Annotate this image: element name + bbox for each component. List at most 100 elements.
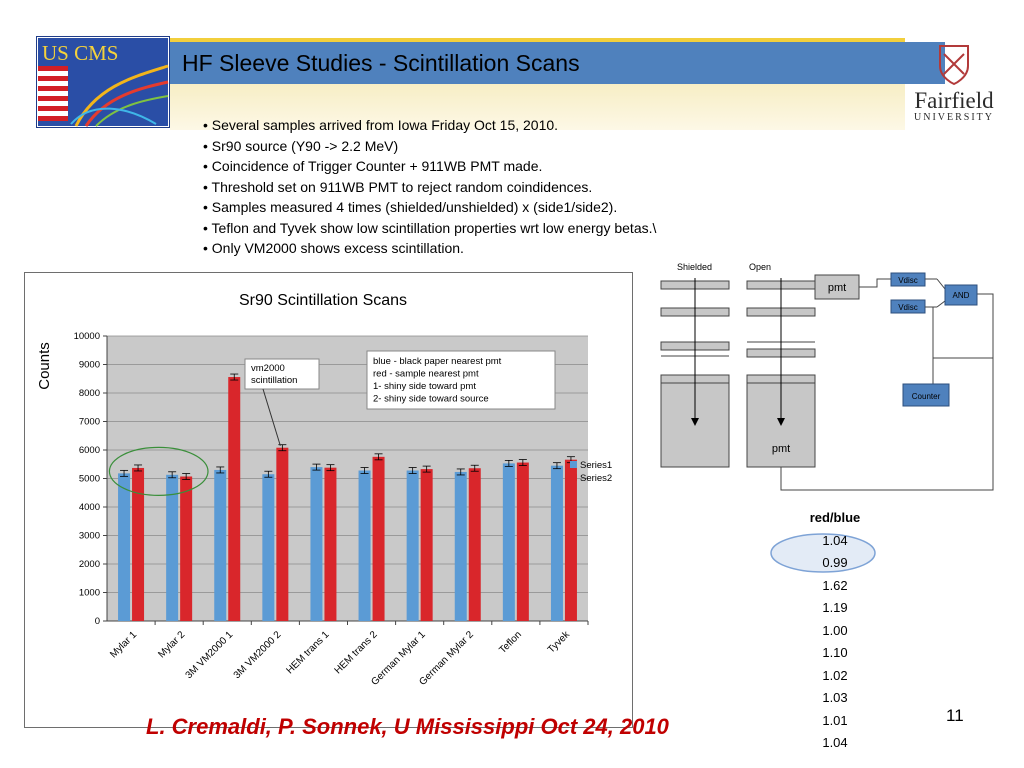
- ratio-value: 1.02: [822, 668, 848, 683]
- bar-series1: [358, 470, 371, 621]
- chart-y-label: Counts: [36, 342, 53, 390]
- bar-series1: [406, 470, 419, 621]
- bar-series2: [372, 456, 385, 621]
- bar-series1: [166, 474, 179, 621]
- bar-series2: [276, 447, 289, 621]
- chart-frame: Sr90 Scintillation Scans Counts 0 1000 200…: [24, 272, 633, 728]
- wire: [859, 278, 891, 288]
- bar-series2: [468, 468, 481, 621]
- ratio-value: 1.00: [822, 623, 848, 638]
- bar-chart: Sr90 Scintillation Scans Counts 0 1000 200…: [36, 292, 612, 688]
- detector-diagram: Shielded Open pmt pmt Vdisc Vdisc AND Co…: [660, 262, 994, 491]
- fairfield-university: UNIVERSITY: [914, 112, 994, 123]
- highlight-ellipse: [770, 533, 876, 573]
- slide-number: 11: [946, 706, 964, 725]
- uscms-logo-text: US CMS: [42, 41, 118, 65]
- bar-series2: [180, 476, 193, 621]
- and-label: AND: [953, 291, 970, 300]
- bullet-list: • Several samples arrived from Iowa Frid…: [203, 115, 656, 259]
- x-tick-label: 3M VM2000 1: [184, 629, 236, 681]
- ratio-value: 1.04: [822, 735, 848, 750]
- wire: [936, 278, 946, 290]
- y-tick-label: 4000: [79, 502, 100, 513]
- wire: [925, 306, 993, 359]
- bar-series2: [228, 377, 241, 621]
- bar-series2: [564, 459, 577, 621]
- x-tick-label: 3M VM2000 2: [232, 629, 284, 681]
- header-accent-bar: [170, 38, 905, 42]
- ratio-value: 1.01: [822, 713, 848, 728]
- y-tick-label: 5000: [79, 474, 100, 485]
- wire: [780, 293, 994, 491]
- bullet-item: • Sr90 source (Y90 -> 2.2 MeV): [203, 137, 399, 154]
- bullet-item: • Samples measured 4 times (shielded/uns…: [203, 199, 618, 215]
- bar-series2: [420, 469, 433, 621]
- bullet-item: • Threshold set on 911WB PMT to reject r…: [203, 178, 593, 195]
- legend-swatch: [570, 461, 577, 468]
- y-tick-label: 3000: [79, 531, 100, 542]
- legend-note-text: red - sample nearest pmt: [373, 369, 479, 380]
- bar-series1: [454, 471, 467, 621]
- footer-authors: L. Cremaldi, P. Sonnek, U Mississippi Oc…: [146, 714, 669, 739]
- legend-note-text: blue - black paper nearest pmt: [373, 356, 502, 367]
- slide-title: HF Sleeve Studies - Scintillation Scans: [182, 50, 580, 76]
- x-tick-label: Mylar 1: [108, 629, 139, 660]
- ratio-value: 0.99: [822, 555, 848, 570]
- header-band: [170, 84, 905, 130]
- uscms-logo: US CMS: [36, 36, 170, 128]
- wire: [936, 300, 946, 308]
- pmt-bottom-label: pmt: [772, 443, 790, 455]
- counter-label: Counter: [912, 392, 941, 401]
- ratio-value: 1.19: [822, 600, 848, 615]
- x-tick-label: HEM trans 2: [333, 629, 380, 676]
- legend-label: Series2: [580, 473, 612, 484]
- open-label: Open: [749, 262, 771, 272]
- title-bar: [170, 42, 945, 84]
- bar-series1: [214, 469, 227, 621]
- legend-label: Series1: [580, 460, 612, 471]
- callout-text: scintillation: [251, 375, 297, 386]
- chart-title: Sr90 Scintillation Scans: [239, 292, 407, 309]
- pmt-top-label: pmt: [828, 282, 846, 294]
- legend-note-text: 2- shiny side toward source: [373, 394, 489, 405]
- y-tick-label: 10000: [74, 331, 100, 342]
- and-gate-box: [944, 284, 978, 306]
- x-tick-label: Teflon: [497, 629, 524, 656]
- legend-note-text: 1- shiny side toward pmt: [373, 381, 476, 392]
- ratio-value: 1.03: [822, 690, 848, 705]
- y-tick-label: 0: [95, 616, 100, 627]
- trigger-pmt-box: [814, 274, 860, 300]
- legend-note-box: [366, 350, 556, 410]
- ratio-value: 1.10: [822, 645, 848, 660]
- bar-series1: [550, 465, 563, 621]
- y-tick-label: 7000: [79, 417, 100, 428]
- y-tick-label: 6000: [79, 445, 100, 456]
- bar-series1: [502, 463, 515, 621]
- bar-series2: [324, 467, 337, 621]
- bullet-item: • Coincidence of Trigger Counter + 911WB…: [203, 158, 543, 174]
- shielded-label: Shielded: [677, 262, 712, 272]
- arrow-down-icon: [777, 418, 785, 426]
- highlight-ellipse: [108, 446, 209, 496]
- bar-series1: [262, 474, 275, 621]
- fairfield-shield-icon: [939, 45, 969, 86]
- bullet-item: • Several samples arrived from Iowa Frid…: [203, 117, 559, 133]
- ratio-header: red/blue: [809, 510, 861, 525]
- bar-series1: [310, 467, 323, 621]
- counter-box: [902, 383, 950, 407]
- vdisc-label: Vdisc: [898, 276, 918, 285]
- y-tick-label: 8000: [79, 388, 100, 399]
- ratio-value: 1.62: [822, 578, 848, 593]
- bar-series2: [132, 467, 145, 621]
- x-tick-label: Tyvek: [546, 629, 573, 656]
- x-tick-label: Mylar 2: [156, 629, 187, 660]
- fairfield-name: Fairfield: [914, 88, 994, 113]
- arrow-down-icon: [691, 418, 699, 426]
- callout-box: [244, 358, 320, 390]
- bullet-item: • Only VM2000 shows excess scintillation…: [203, 240, 464, 256]
- y-tick-label: 2000: [79, 559, 100, 570]
- legend-swatch: [570, 474, 577, 481]
- y-tick-label: 9000: [79, 360, 100, 371]
- ratio-value: 1.04: [822, 533, 848, 548]
- callout-pointer: [262, 388, 281, 446]
